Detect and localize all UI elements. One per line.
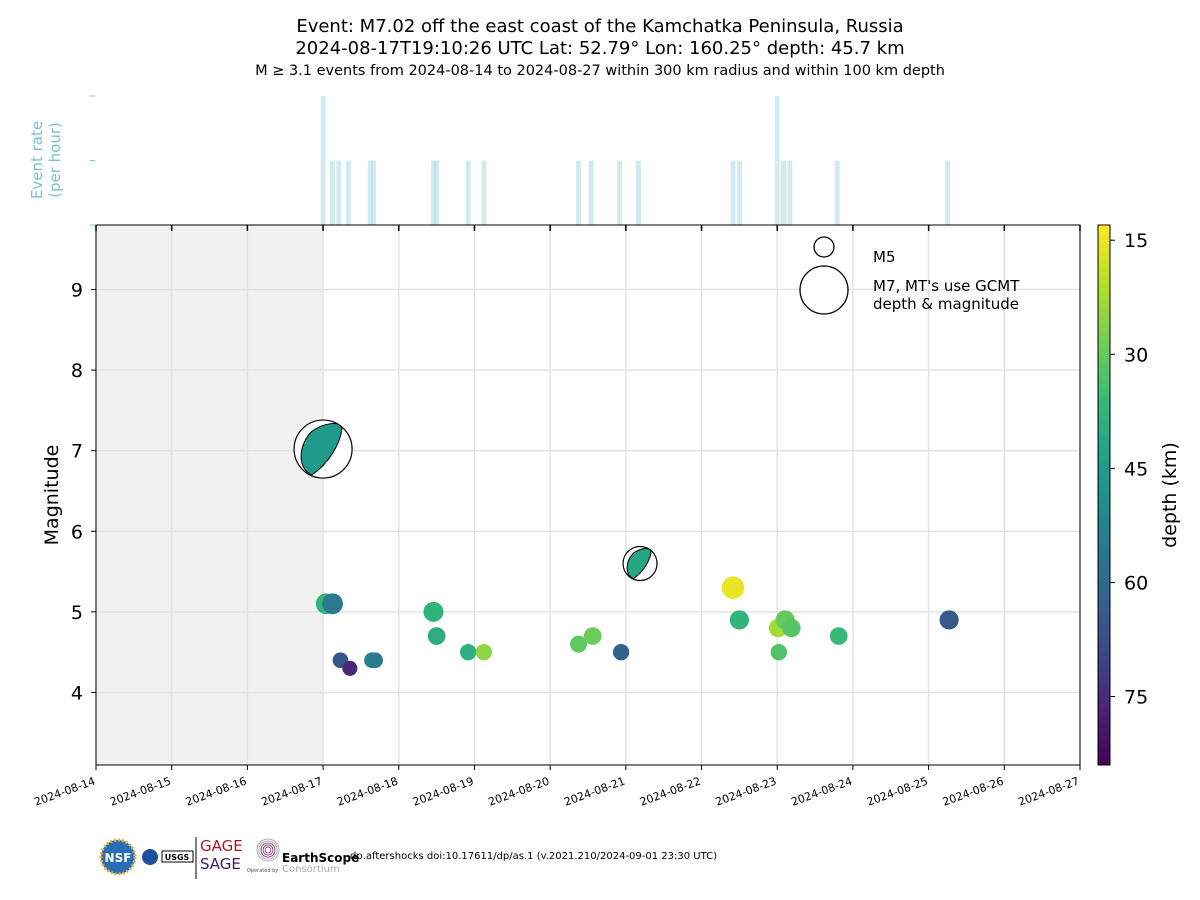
- x-tick-label: 2024-08-15: [108, 775, 173, 809]
- x-tick-label: 2024-08-21: [562, 775, 627, 809]
- rate-bar: [430, 160, 436, 225]
- focal-mechanism-beachball: [622, 545, 658, 582]
- chart-subtitle-criteria: M ≥ 3.1 events from 2024-08-14 to 2024-0…: [255, 63, 945, 79]
- earthscope-logo-icon: [260, 842, 276, 858]
- x-tick-label: 2024-08-14: [32, 775, 97, 809]
- event-marker: [770, 643, 787, 661]
- x-tick-label: 2024-08-26: [941, 775, 1006, 809]
- legend-label-m7: M7, MT's use GCMT: [873, 277, 1020, 295]
- event-marker: [459, 643, 477, 661]
- earthscope-logo-icon: [262, 844, 274, 856]
- earthscope-logo-icon: [258, 840, 278, 860]
- chart-title: Event: M7.02 off the east coast of the K…: [296, 16, 904, 37]
- x-tick-label: 2024-08-27: [1016, 775, 1081, 809]
- colorbar-tick-label: 60: [1124, 572, 1148, 594]
- logo-operated-by: Operated by: [247, 868, 279, 874]
- rate-bar: [336, 160, 342, 225]
- x-tick-label: 2024-08-24: [789, 775, 854, 809]
- event-marker: [475, 643, 493, 661]
- rate-bar: [781, 160, 787, 225]
- event-marker: [729, 610, 749, 630]
- x-tick-label: 2024-08-16: [184, 775, 249, 809]
- event-marker: [322, 593, 343, 615]
- logo-gage: GAGE: [200, 837, 243, 855]
- logo-earthscope: EarthScope: [282, 851, 360, 865]
- colorbar-label: depth (km): [1159, 442, 1181, 548]
- rate-bar: [345, 160, 351, 225]
- nsf-logo-text: NSF: [105, 851, 132, 865]
- colorbar-tick-label: 45: [1124, 458, 1148, 480]
- rate-bar: [576, 160, 582, 225]
- logo-consortium: Consortium: [282, 864, 340, 875]
- x-tick-label: 2024-08-17: [260, 775, 325, 809]
- rate-bar: [320, 96, 326, 225]
- event-marker: [367, 652, 383, 669]
- event-marker: [427, 627, 446, 645]
- y-tick-label: 7: [71, 441, 83, 463]
- event-marker: [570, 635, 588, 653]
- rate-bar: [774, 96, 780, 225]
- event-marker: [829, 627, 848, 645]
- rate-bar: [481, 160, 487, 225]
- rate-bar: [945, 160, 951, 225]
- rate-bar: [367, 160, 373, 225]
- rate-axis-label: Event rate: [28, 121, 46, 199]
- y-tick-label: 6: [71, 521, 83, 543]
- event-marker: [423, 601, 444, 622]
- pre-event-shading: [96, 225, 324, 765]
- earthscope-logo-icon: [256, 838, 280, 862]
- rate-bar: [787, 160, 793, 225]
- event-marker: [782, 618, 801, 638]
- plot-frame: [95, 224, 1081, 766]
- usgs-logo-icon: [161, 850, 194, 863]
- rate-axis-label-units: (per hour): [46, 122, 64, 198]
- y-axis-label: Magnitude: [41, 445, 63, 546]
- footer-credit: dp.aftershocks doi:10.17611/dp/as.1 (v.2…: [350, 851, 718, 862]
- x-tick-label: 2024-08-22: [638, 775, 703, 809]
- x-tick-label: 2024-08-18: [335, 775, 400, 809]
- rate-bar: [834, 160, 840, 225]
- rate-bar: [730, 160, 736, 225]
- nsf-logo-icon: [99, 838, 137, 876]
- usgs-logo-text: USGS: [165, 853, 190, 862]
- rate-bar: [465, 160, 471, 225]
- focal-mechanism-beachball: [293, 419, 353, 479]
- chart-subtitle: 2024-08-17T19:10:26 UTC Lat: 52.79° Lon:…: [295, 38, 905, 59]
- rate-bar: [371, 160, 377, 225]
- rate-bar: [736, 160, 742, 225]
- x-tick-label: 2024-08-25: [865, 775, 930, 809]
- nasa-logo-icon: [142, 849, 158, 865]
- event-marker: [342, 660, 358, 676]
- event-marker: [721, 576, 745, 599]
- y-tick-label: 5: [71, 602, 83, 624]
- legend-marker-m5: [813, 236, 835, 258]
- rate-bar: [635, 160, 641, 225]
- event-marker: [583, 627, 602, 645]
- rate-bar: [588, 160, 594, 225]
- colorbar-tick-label: 75: [1124, 687, 1148, 709]
- legend-label-m7-line2: depth & magnitude: [873, 295, 1019, 313]
- beachball-compression: [300, 423, 343, 476]
- x-tick-label: 2024-08-20: [487, 775, 552, 809]
- beachball-compression: [626, 548, 652, 580]
- x-tick-label: 2024-08-19: [411, 775, 476, 809]
- y-tick-label: 4: [71, 682, 83, 704]
- earthscope-logo-icon: [264, 846, 272, 854]
- x-tick-label: 2024-08-23: [714, 775, 779, 809]
- logo-sage: SAGE: [200, 855, 241, 873]
- legend-label-m5: M5: [873, 248, 896, 266]
- colorbar-tick-label: 30: [1124, 344, 1148, 366]
- colorbar: [1097, 224, 1111, 766]
- y-tick-label: 8: [71, 360, 83, 382]
- rate-bar: [434, 160, 440, 225]
- event-marker: [939, 610, 959, 630]
- colorbar-tick-label: 15: [1124, 230, 1148, 252]
- event-marker: [612, 643, 630, 661]
- y-tick-label: 9: [71, 279, 83, 301]
- rate-bar: [330, 160, 336, 225]
- legend-marker-m7: [799, 265, 849, 315]
- rate-bar: [617, 160, 623, 225]
